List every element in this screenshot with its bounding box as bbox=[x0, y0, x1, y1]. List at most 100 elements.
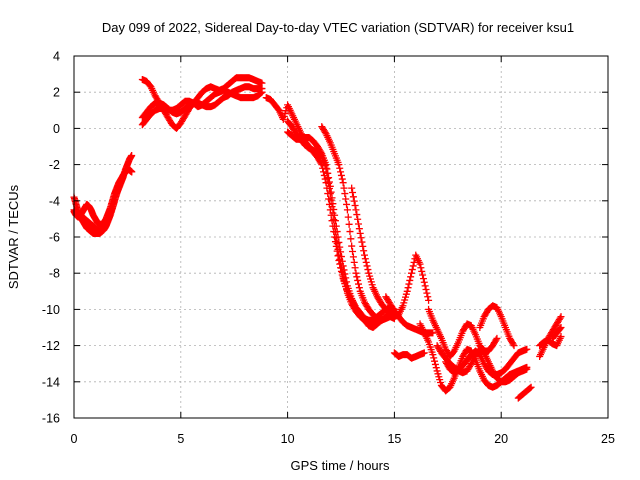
y-tick-label: -8 bbox=[49, 267, 60, 281]
x-tick-label: 10 bbox=[281, 432, 295, 446]
data-point bbox=[355, 225, 363, 233]
series-arc-18 bbox=[442, 345, 531, 379]
data-point bbox=[403, 287, 411, 295]
x-tick-label: 0 bbox=[71, 432, 78, 446]
y-tick-label: -10 bbox=[42, 303, 60, 317]
data-point bbox=[416, 260, 424, 268]
y-tick-label: 0 bbox=[53, 122, 60, 136]
series-arc-22 bbox=[536, 333, 565, 350]
data-point bbox=[409, 262, 417, 270]
data-point bbox=[493, 334, 501, 342]
data-point bbox=[418, 267, 426, 275]
data-point bbox=[336, 164, 344, 172]
data-point bbox=[339, 273, 347, 281]
data-point bbox=[352, 206, 360, 214]
data-point bbox=[325, 184, 333, 192]
data-point bbox=[338, 268, 346, 276]
data-point bbox=[343, 200, 351, 208]
data-point bbox=[363, 262, 371, 270]
data-point bbox=[358, 238, 366, 246]
data-point bbox=[322, 164, 330, 172]
data-point bbox=[429, 329, 437, 337]
data-point bbox=[351, 264, 359, 272]
data-point bbox=[557, 313, 565, 321]
x-tick-label: 15 bbox=[387, 432, 401, 446]
data-point bbox=[510, 342, 518, 350]
data-point bbox=[405, 280, 413, 288]
data-point bbox=[349, 247, 357, 255]
data-point bbox=[360, 251, 368, 259]
data-point bbox=[357, 234, 365, 242]
data-point bbox=[407, 273, 415, 281]
data-point bbox=[349, 188, 357, 196]
data-point bbox=[338, 175, 346, 183]
data-point bbox=[422, 285, 430, 293]
data-point bbox=[325, 179, 333, 187]
data-point bbox=[424, 293, 432, 301]
series-arc-19 bbox=[476, 302, 518, 350]
x-tick-label: 5 bbox=[177, 432, 184, 446]
y-tick-label: -4 bbox=[49, 194, 60, 208]
data-point bbox=[523, 365, 531, 373]
data-point bbox=[420, 349, 428, 357]
data-point bbox=[324, 174, 332, 182]
data-point bbox=[351, 202, 359, 210]
series-arc-23 bbox=[548, 324, 565, 342]
data-point bbox=[407, 269, 415, 277]
data-point bbox=[360, 247, 368, 255]
data-point bbox=[339, 179, 347, 187]
data-point bbox=[355, 284, 363, 292]
data-point bbox=[556, 314, 564, 322]
data-point bbox=[343, 286, 351, 294]
data-point bbox=[557, 324, 565, 331]
data-point bbox=[128, 168, 136, 176]
data-point bbox=[347, 235, 355, 243]
data-point bbox=[337, 168, 345, 176]
data-point bbox=[346, 228, 354, 236]
series-arc-11 bbox=[348, 184, 394, 319]
data-point bbox=[128, 152, 136, 160]
data-point bbox=[492, 336, 500, 344]
data-point bbox=[349, 253, 357, 261]
data-point bbox=[327, 188, 335, 196]
data-point bbox=[359, 242, 367, 250]
tick-labels: 0 5 10 15 20 25 -16 -14 -12 -10 -8 -6 -4 -2 0 2 4 bbox=[42, 50, 615, 447]
data-point bbox=[419, 271, 427, 279]
data-point bbox=[340, 184, 348, 192]
data-point bbox=[419, 275, 427, 283]
data-point bbox=[432, 364, 440, 372]
data-point bbox=[349, 193, 357, 201]
data-point bbox=[328, 203, 336, 211]
data-point bbox=[557, 333, 565, 341]
series-arc-20 bbox=[514, 383, 535, 402]
data-point bbox=[334, 252, 342, 260]
data-point bbox=[348, 242, 356, 250]
data-point bbox=[325, 178, 333, 186]
data-point bbox=[341, 190, 349, 198]
data-point bbox=[343, 206, 351, 214]
data-point bbox=[333, 240, 341, 248]
data-point bbox=[423, 289, 431, 297]
x-axis-label: GPS time / hours bbox=[291, 458, 390, 473]
data-point bbox=[341, 279, 349, 287]
data-point bbox=[342, 283, 350, 291]
data-points bbox=[70, 74, 565, 402]
data-point bbox=[337, 260, 345, 268]
data-point bbox=[348, 184, 356, 192]
data-point bbox=[337, 264, 345, 272]
series-arc-21 bbox=[536, 313, 565, 360]
series-arc-3 bbox=[70, 166, 136, 228]
y-tick-label: -12 bbox=[42, 339, 60, 353]
data-point bbox=[356, 229, 364, 237]
y-tick-label: 4 bbox=[53, 50, 60, 64]
data-point bbox=[326, 190, 334, 198]
data-point bbox=[523, 345, 531, 353]
data-point bbox=[408, 266, 416, 274]
data-point bbox=[342, 195, 350, 203]
data-point bbox=[431, 360, 439, 368]
data-point bbox=[345, 220, 353, 228]
data-point bbox=[431, 357, 439, 365]
data-point bbox=[353, 273, 361, 281]
data-point bbox=[323, 169, 331, 177]
series-arc-9 bbox=[284, 117, 398, 331]
